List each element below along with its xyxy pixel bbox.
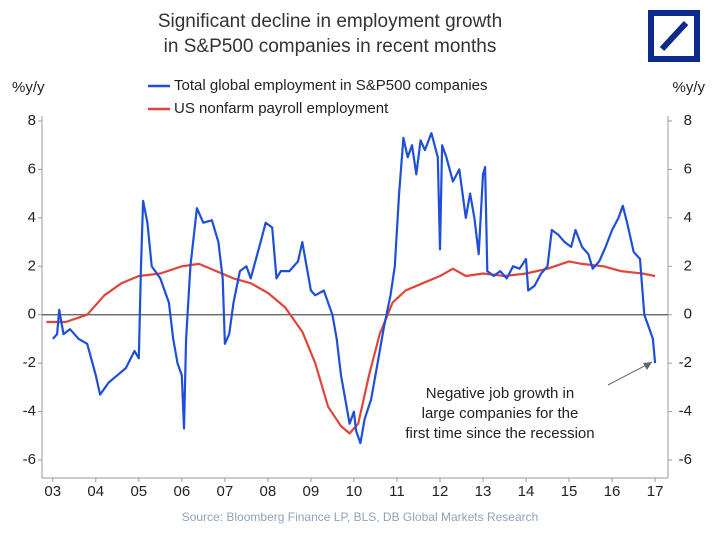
annotation: first time since the recession [405,425,594,442]
y-tick-label: 2 [28,257,36,274]
chart-title: Significant decline in employment growth [158,11,502,32]
y2-axis-label: %y/y [672,79,705,96]
x-tick-label: 13 [475,483,492,500]
series-line [51,132,657,445]
x-tick-label: 17 [647,483,664,500]
x-tick-label: 16 [604,483,621,500]
x-tick-label: 08 [260,483,277,500]
y2-tick-label: 8 [684,112,692,129]
x-tick-label: 05 [130,483,147,500]
legend-label: Total global employment in S&P500 compan… [174,77,488,94]
x-tick-label: 04 [87,483,104,500]
y2-tick-label: 4 [684,209,692,226]
y2-tick-label: -4 [679,403,692,420]
logo [648,10,700,62]
annotation: Negative job growth in [426,385,574,402]
y-tick-label: 6 [28,160,36,177]
y2-tick-label: 6 [684,160,692,177]
chart-title: in S&P500 companies in recent months [164,36,497,57]
annotation: large companies for the [422,405,579,422]
y-axis-label: %y/y [12,79,45,96]
x-tick-label: 10 [346,483,363,500]
y2-tick-label: 0 [684,306,692,323]
legend-label: US nonfarm payroll employment [174,100,389,117]
y-tick-label: -6 [23,451,36,468]
x-tick-label: 14 [518,483,535,500]
y2-tick-label: -6 [679,451,692,468]
x-tick-label: 12 [432,483,449,500]
x-tick-label: 11 [389,483,405,500]
x-tick-label: 15 [561,483,578,500]
source: Source: Bloomberg Finance LP, BLS, DB Gl… [182,510,539,524]
x-tick-label: 03 [44,483,61,500]
x-tick-label: 09 [303,483,320,500]
y-tick-label: -4 [23,403,36,420]
x-tick-label: 06 [173,483,190,500]
y2-tick-label: 2 [684,257,692,274]
logo-slash [659,20,689,52]
x-tick-label: 07 [217,483,234,500]
annotation-arrowhead [643,362,652,370]
y2-tick-label: -2 [679,354,692,371]
y-tick-label: -2 [23,354,36,371]
y-tick-label: 4 [28,209,36,226]
y-tick-label: 8 [28,112,36,129]
y-tick-label: 0 [28,306,36,323]
